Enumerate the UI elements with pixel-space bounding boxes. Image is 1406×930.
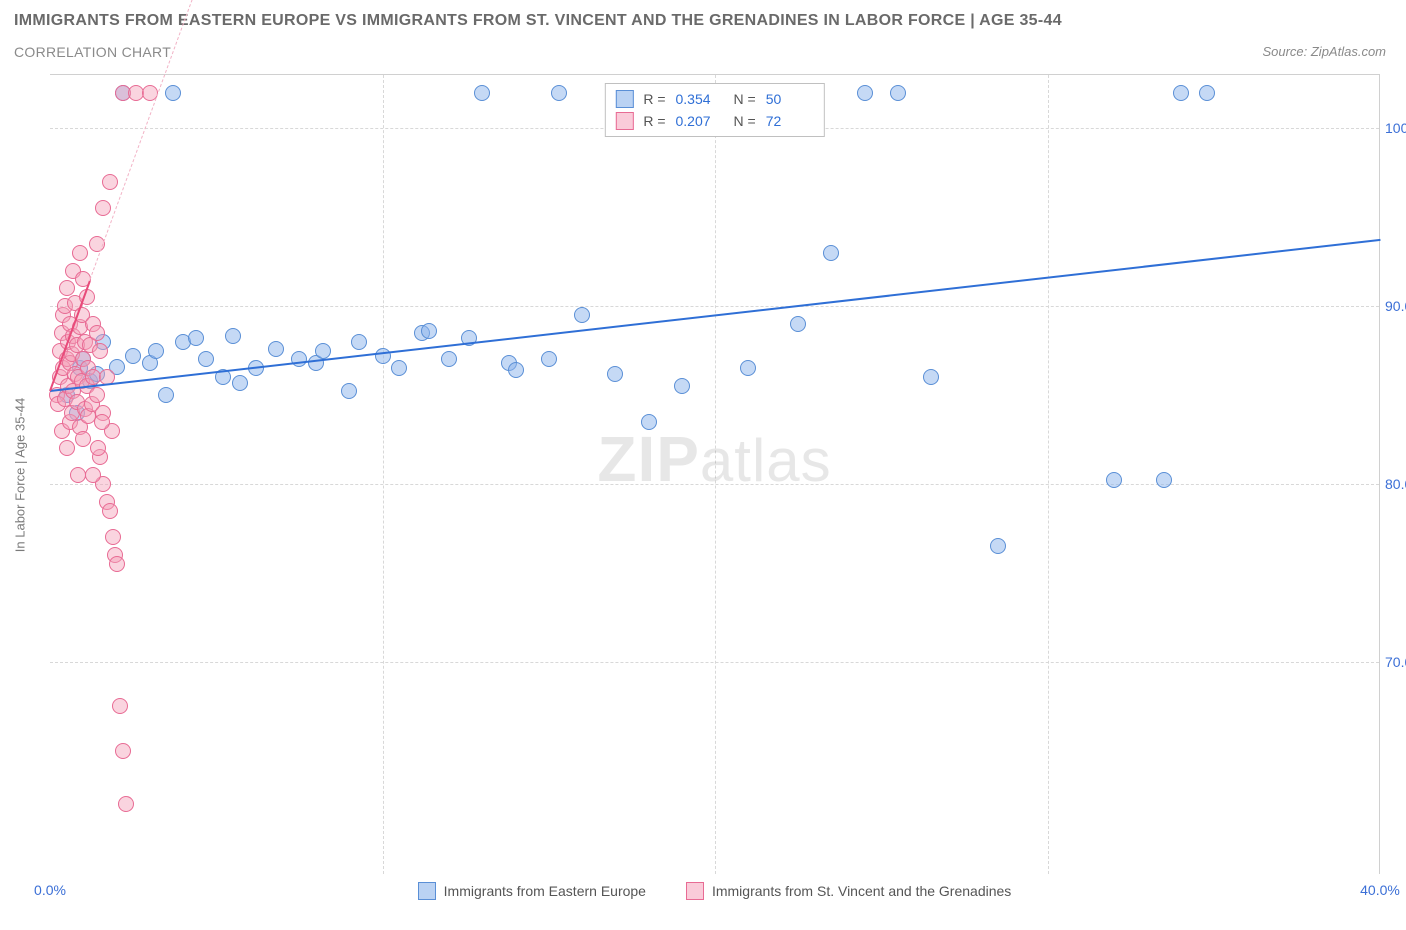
data-point-blue (990, 538, 1006, 554)
n-value-blue: 50 (766, 91, 814, 107)
y-tick: 80.0% (1385, 476, 1406, 492)
data-point-pink (89, 387, 105, 403)
r-value-blue: 0.354 (676, 91, 724, 107)
data-point-pink (92, 343, 108, 359)
data-point-blue (441, 351, 457, 367)
data-point-blue (341, 383, 357, 399)
data-point-blue (641, 414, 657, 430)
data-point-pink (90, 440, 106, 456)
chart-area: In Labor Force | Age 35-44 70.0%80.0%90.… (50, 74, 1380, 874)
stats-row-blue: R = 0.354 N = 50 (615, 88, 813, 110)
swatch-pink-icon (615, 112, 633, 130)
n-label: N = (734, 113, 756, 129)
data-point-blue (268, 341, 284, 357)
chart-subtitle: CORRELATION CHART (14, 44, 171, 60)
data-point-pink (102, 174, 118, 190)
legend-item-pink: Immigrants from St. Vincent and the Gren… (686, 882, 1011, 900)
swatch-blue-icon (615, 90, 633, 108)
r-label: R = (643, 91, 665, 107)
data-point-blue (351, 334, 367, 350)
data-point-blue (740, 360, 756, 376)
trend-line (89, 0, 223, 280)
stats-row-pink: R = 0.207 N = 72 (615, 110, 813, 132)
source-attribution: Source: ZipAtlas.com (1262, 44, 1386, 59)
data-point-blue (790, 316, 806, 332)
data-point-blue (188, 330, 204, 346)
data-point-pink (72, 245, 88, 261)
y-tick: 90.0% (1385, 298, 1406, 314)
data-point-blue (508, 362, 524, 378)
gridline-v (1048, 75, 1049, 874)
r-label: R = (643, 113, 665, 129)
chart-title: IMMIGRANTS FROM EASTERN EUROPE VS IMMIGR… (14, 12, 1062, 30)
data-point-blue (823, 245, 839, 261)
data-point-blue (1173, 85, 1189, 101)
n-value-pink: 72 (766, 113, 814, 129)
stats-box: R = 0.354 N = 50 R = 0.207 N = 72 (604, 83, 824, 137)
y-axis-label: In Labor Force | Age 35-44 (13, 397, 28, 551)
data-point-pink (115, 743, 131, 759)
r-value-pink: 0.207 (676, 113, 724, 129)
plot-region: 70.0%80.0%90.0%100.0%0.0%40.0% (50, 75, 1379, 874)
data-point-pink (94, 414, 110, 430)
data-point-blue (857, 85, 873, 101)
legend: Immigrants from Eastern Europe Immigrant… (50, 882, 1379, 900)
data-point-pink (59, 440, 75, 456)
n-label: N = (734, 91, 756, 107)
data-point-blue (574, 307, 590, 323)
data-point-blue (607, 366, 623, 382)
data-point-blue (474, 85, 490, 101)
data-point-blue (225, 328, 241, 344)
data-point-blue (1156, 472, 1172, 488)
data-point-pink (85, 467, 101, 483)
data-point-blue (1106, 472, 1122, 488)
data-point-pink (118, 796, 134, 812)
data-point-blue (165, 85, 181, 101)
data-point-pink (109, 556, 125, 572)
data-point-pink (95, 200, 111, 216)
data-point-blue (1199, 85, 1215, 101)
y-tick: 100.0% (1385, 120, 1406, 136)
data-point-pink (112, 698, 128, 714)
data-point-pink (70, 467, 86, 483)
data-point-blue (391, 360, 407, 376)
data-point-blue (541, 351, 557, 367)
data-point-blue (375, 348, 391, 364)
data-point-blue (890, 85, 906, 101)
data-point-pink (105, 529, 121, 545)
data-point-blue (421, 323, 437, 339)
data-point-blue (232, 375, 248, 391)
data-point-blue (551, 85, 567, 101)
data-point-blue (125, 348, 141, 364)
gridline-v (383, 75, 384, 874)
data-point-blue (923, 369, 939, 385)
y-tick: 70.0% (1385, 654, 1406, 670)
data-point-blue (315, 343, 331, 359)
legend-label-pink: Immigrants from St. Vincent and the Gren… (712, 883, 1011, 899)
data-point-blue (158, 387, 174, 403)
legend-label-blue: Immigrants from Eastern Europe (444, 883, 646, 899)
swatch-blue-icon (418, 882, 436, 900)
swatch-pink-icon (686, 882, 704, 900)
data-point-blue (148, 343, 164, 359)
data-point-pink (75, 431, 91, 447)
gridline-v (715, 75, 716, 874)
data-point-blue (674, 378, 690, 394)
data-point-pink (102, 503, 118, 519)
data-point-blue (291, 351, 307, 367)
legend-item-blue: Immigrants from Eastern Europe (418, 882, 646, 900)
data-point-blue (198, 351, 214, 367)
data-point-pink (89, 325, 105, 341)
